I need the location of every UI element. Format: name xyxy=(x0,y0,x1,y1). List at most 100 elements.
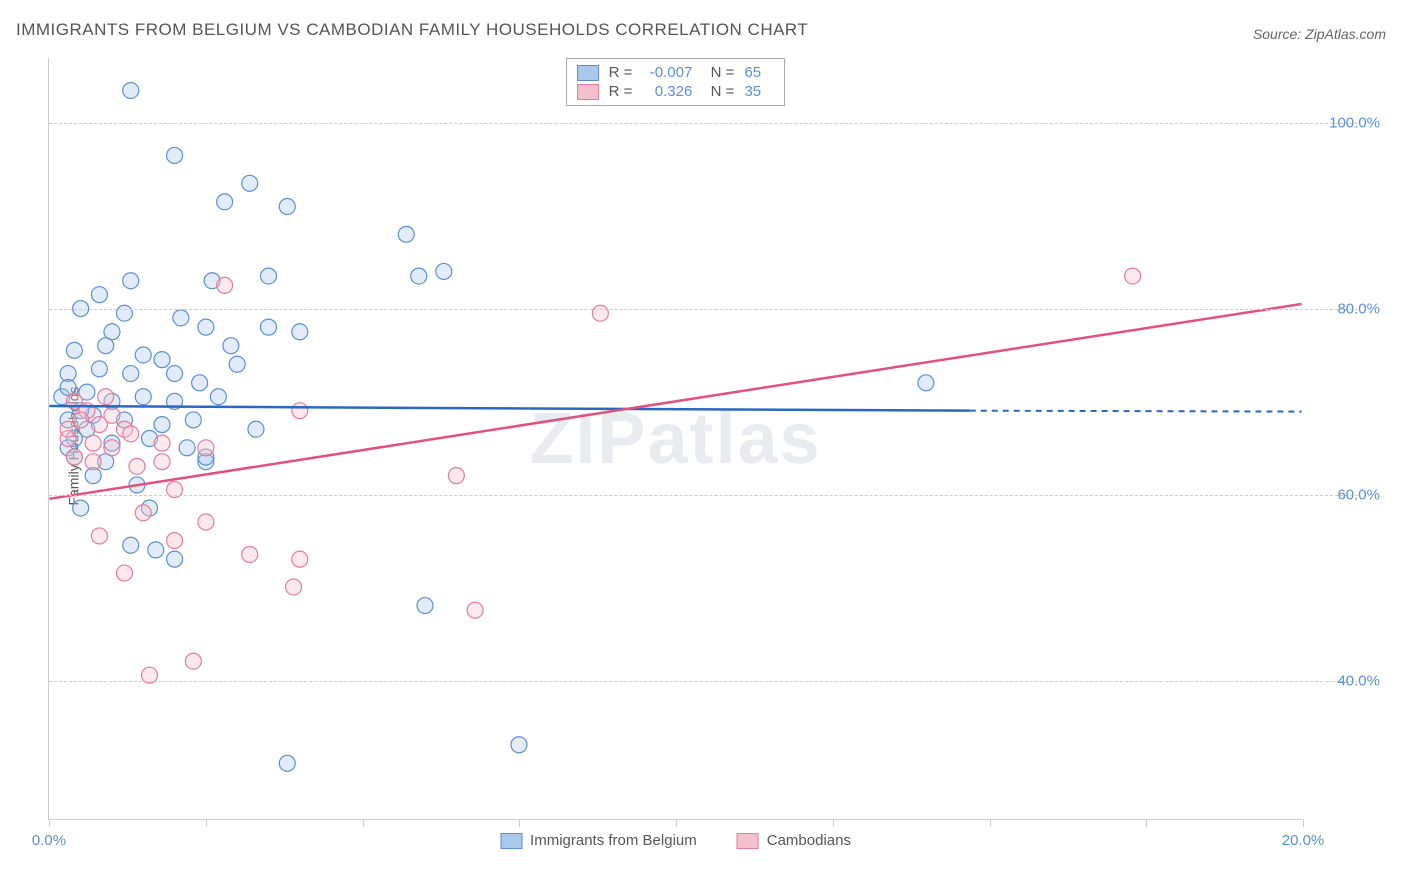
legend-n-value-1: 65 xyxy=(744,64,774,81)
data-point xyxy=(104,440,120,456)
legend-n-label: N = xyxy=(702,64,734,81)
y-tick-label: 80.0% xyxy=(1310,300,1380,317)
data-point xyxy=(98,389,114,405)
data-point xyxy=(279,755,295,771)
data-point xyxy=(123,82,139,98)
data-point xyxy=(192,375,208,391)
data-point xyxy=(154,454,170,470)
legend-row-series-2: R = 0.326 N = 35 xyxy=(577,82,775,101)
data-point xyxy=(292,324,308,340)
x-tick xyxy=(206,819,207,827)
chart-title: IMMIGRANTS FROM BELGIUM VS CAMBODIAN FAM… xyxy=(16,20,808,40)
data-point xyxy=(167,366,183,382)
data-point xyxy=(135,347,151,363)
data-point xyxy=(436,263,452,279)
y-tick-label: 40.0% xyxy=(1310,672,1380,689)
chart-container: IMMIGRANTS FROM BELGIUM VS CAMBODIAN FAM… xyxy=(0,0,1406,892)
data-point xyxy=(154,435,170,451)
data-point xyxy=(210,389,226,405)
data-point xyxy=(185,653,201,669)
data-point xyxy=(223,338,239,354)
data-point xyxy=(918,375,934,391)
data-point xyxy=(154,352,170,368)
data-point xyxy=(98,338,114,354)
data-point xyxy=(248,421,264,437)
y-tick-label: 60.0% xyxy=(1310,486,1380,503)
data-point xyxy=(123,366,139,382)
legend-r-label: R = xyxy=(609,83,633,100)
data-point xyxy=(242,547,258,563)
series-legend: Immigrants from Belgium Cambodians xyxy=(500,832,851,849)
data-point xyxy=(91,361,107,377)
data-point xyxy=(123,426,139,442)
data-point xyxy=(91,528,107,544)
x-tick xyxy=(990,819,991,827)
data-point xyxy=(73,500,89,516)
data-point xyxy=(66,342,82,358)
data-point xyxy=(167,551,183,567)
data-point xyxy=(398,226,414,242)
data-point xyxy=(116,565,132,581)
data-point xyxy=(217,277,233,293)
regression-line-extrapolated xyxy=(970,411,1302,412)
gridline-h xyxy=(49,309,1358,310)
data-point xyxy=(154,417,170,433)
data-point xyxy=(91,287,107,303)
plot-area: ZIPatlas R = -0.007 N = 65 R = 0.326 N =… xyxy=(48,58,1302,820)
x-tick-label: 0.0% xyxy=(32,832,66,849)
data-point xyxy=(292,551,308,567)
data-point xyxy=(292,403,308,419)
data-point xyxy=(123,537,139,553)
data-point xyxy=(448,468,464,484)
data-point xyxy=(173,310,189,326)
legend-n-label: N = xyxy=(702,83,734,100)
data-point xyxy=(198,440,214,456)
gridline-h xyxy=(49,681,1358,682)
legend-r-value-2: 0.326 xyxy=(642,83,692,100)
data-point xyxy=(135,505,151,521)
data-point xyxy=(286,579,302,595)
swatch-series-2 xyxy=(577,84,599,100)
x-tick xyxy=(676,819,677,827)
x-tick xyxy=(1146,819,1147,827)
gridline-h xyxy=(49,495,1358,496)
data-point xyxy=(217,194,233,210)
regression-line xyxy=(49,304,1301,499)
legend-item-1: Immigrants from Belgium xyxy=(500,832,697,849)
data-point xyxy=(167,147,183,163)
data-point xyxy=(185,412,201,428)
data-point xyxy=(66,449,82,465)
y-tick-label: 100.0% xyxy=(1310,115,1380,132)
data-point xyxy=(123,273,139,289)
x-tick xyxy=(519,819,520,827)
x-tick xyxy=(49,819,50,827)
x-tick-label: 20.0% xyxy=(1282,832,1325,849)
legend-r-label: R = xyxy=(609,64,633,81)
regression-line xyxy=(49,406,969,411)
x-tick xyxy=(833,819,834,827)
data-point xyxy=(167,533,183,549)
legend-row-series-1: R = -0.007 N = 65 xyxy=(577,63,775,82)
data-point xyxy=(85,435,101,451)
correlation-legend: R = -0.007 N = 65 R = 0.326 N = 35 xyxy=(566,58,786,106)
legend-n-value-2: 35 xyxy=(744,83,774,100)
data-point xyxy=(135,389,151,405)
legend-label-1: Immigrants from Belgium xyxy=(530,832,697,849)
data-point xyxy=(260,268,276,284)
swatch-bottom-2 xyxy=(737,833,759,849)
data-point xyxy=(148,542,164,558)
data-point xyxy=(1125,268,1141,284)
data-point xyxy=(411,268,427,284)
swatch-bottom-1 xyxy=(500,833,522,849)
data-point xyxy=(116,305,132,321)
x-tick xyxy=(1303,819,1304,827)
data-point xyxy=(260,319,276,335)
data-point xyxy=(60,421,76,437)
data-point xyxy=(417,598,433,614)
data-point xyxy=(229,356,245,372)
data-point xyxy=(279,198,295,214)
data-point xyxy=(511,737,527,753)
legend-label-2: Cambodians xyxy=(767,832,851,849)
data-point xyxy=(198,514,214,530)
data-point xyxy=(179,440,195,456)
